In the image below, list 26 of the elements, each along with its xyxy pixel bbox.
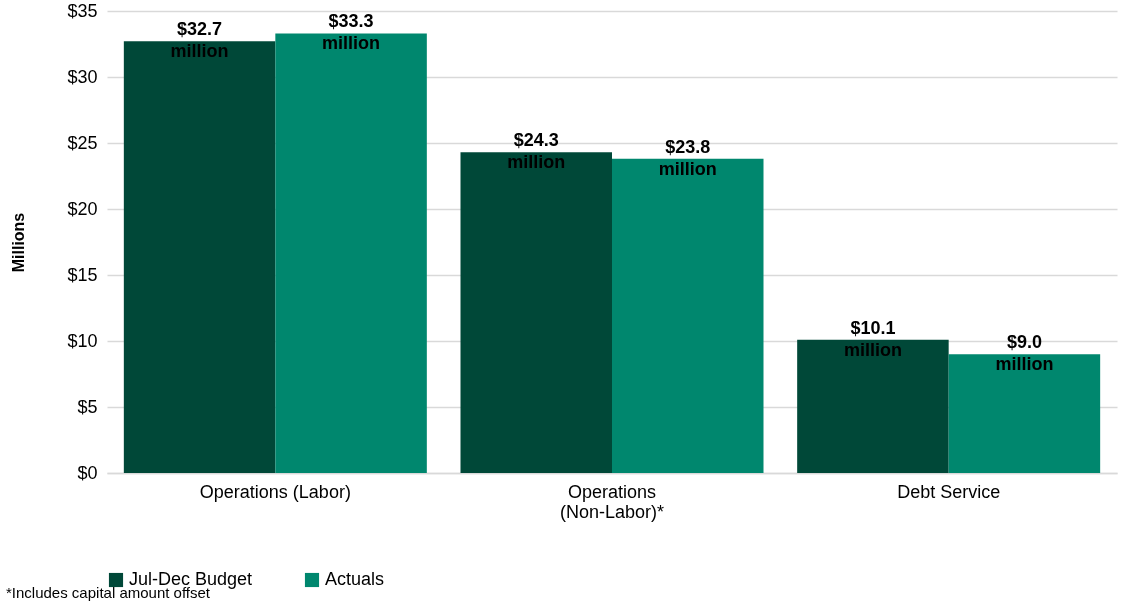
data-label: $33.3 million: [322, 11, 381, 54]
text: *Includes capital amount offset: [6, 584, 211, 601]
bar: [275, 33, 427, 473]
data-label: $9.0 million: [995, 332, 1054, 375]
legend-label: Actuals: [325, 569, 385, 589]
bar: [460, 152, 612, 473]
data-label: $10.1 million: [843, 317, 902, 360]
y-tick-label: $30: [67, 66, 98, 87]
y-tick-label: $20: [67, 198, 98, 219]
bar: [797, 339, 949, 473]
y-axis-title: Millions: [10, 212, 28, 273]
data-label: $24.3 million: [507, 130, 566, 173]
x-tick-label: Debt Service: [897, 481, 1001, 502]
bar: [948, 354, 1101, 473]
data-label: $23.8 million: [658, 136, 717, 179]
data-label: $32.7 million: [170, 19, 229, 62]
y-tick-label: $5: [77, 396, 98, 417]
y-tick-label: $35: [67, 0, 98, 21]
x-tick-label: Operations (Labor): [199, 481, 351, 502]
bar: [612, 158, 764, 473]
y-tick-label: $0: [77, 462, 98, 483]
bar: [123, 41, 276, 473]
y-tick-label: $10: [67, 330, 98, 351]
y-tick-label: $15: [67, 264, 98, 285]
x-tick-label: Operations (Non-Labor)*: [559, 481, 665, 522]
y-tick-label: $25: [67, 132, 98, 153]
